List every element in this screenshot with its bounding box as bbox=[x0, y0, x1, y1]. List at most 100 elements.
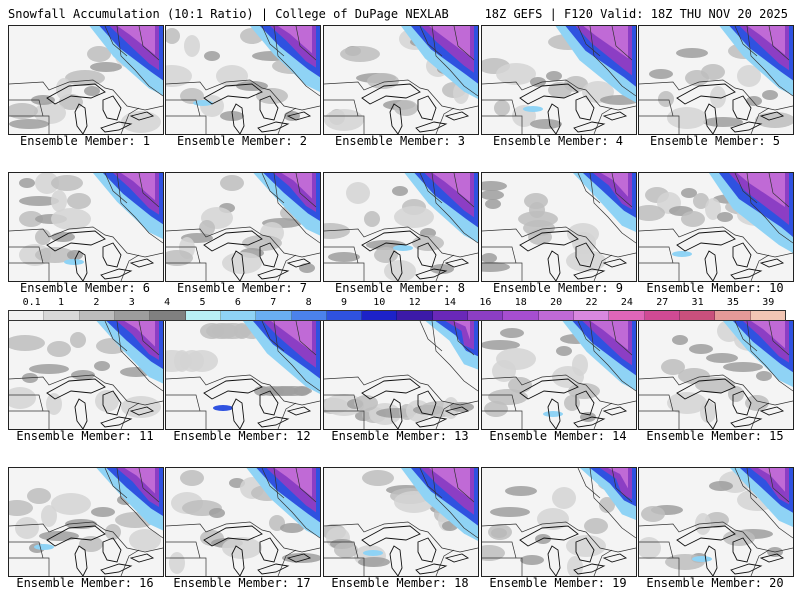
legend-label: 8 bbox=[305, 297, 312, 308]
ensemble-member-label: Ensemble Member: 12 bbox=[173, 429, 311, 443]
snowfall-map bbox=[166, 321, 320, 429]
ensemble-member-label: Ensemble Member: 9 bbox=[492, 281, 624, 295]
ensemble-member-map bbox=[481, 172, 637, 282]
ensemble-member-label: Ensemble Member: 8 bbox=[334, 281, 466, 295]
legend-swatch bbox=[715, 311, 751, 320]
snowfall-map bbox=[482, 321, 636, 429]
legend-label: 39 bbox=[762, 297, 775, 308]
ensemble-member-map bbox=[323, 172, 479, 282]
ensemble-member-label: Ensemble Member: 11 bbox=[16, 429, 154, 443]
snowfall-map bbox=[166, 173, 320, 281]
ensemble-member-label: Ensemble Member: 13 bbox=[331, 429, 469, 443]
legend-label: 3 bbox=[128, 297, 135, 308]
ensemble-member-label: Ensemble Member: 3 bbox=[334, 134, 466, 148]
legend-label: 7 bbox=[270, 297, 277, 308]
snowfall-map bbox=[482, 173, 636, 281]
ensemble-member-label: Ensemble Member: 14 bbox=[489, 429, 627, 443]
legend-swatch bbox=[750, 311, 785, 320]
ensemble-member-map bbox=[8, 25, 164, 135]
valid-time-label: 18Z GEFS | F120 Valid: 18Z THU NOV 20 20… bbox=[484, 7, 788, 21]
ensemble-member-label: Ensemble Member: 1 bbox=[19, 134, 151, 148]
legend-label: 24 bbox=[620, 297, 633, 308]
snowfall-map bbox=[166, 26, 320, 134]
legend-label: 0.1 bbox=[22, 297, 41, 308]
snowfall-map bbox=[9, 321, 163, 429]
snowfall-map bbox=[639, 321, 793, 429]
ensemble-member-map bbox=[323, 467, 479, 577]
legend-swatch bbox=[9, 311, 45, 320]
ensemble-member-label: Ensemble Member: 20 bbox=[646, 576, 784, 590]
legend-label: 5 bbox=[199, 297, 206, 308]
snowfall-legend: 0.1 1 2 3 4 5 6 7 8 9 10 12 14 16 18 20 22 24 27 31 35 39 bbox=[8, 297, 786, 321]
legend-label: 14 bbox=[444, 297, 457, 308]
ensemble-member-map bbox=[638, 25, 794, 135]
ensemble-member-label: Ensemble Member: 2 bbox=[176, 134, 308, 148]
snowfall-map bbox=[639, 26, 793, 134]
ensemble-member-map bbox=[481, 320, 637, 430]
legend-swatch bbox=[185, 311, 221, 320]
map-title: Snowfall Accumulation (10:1 Ratio) | Col… bbox=[8, 7, 449, 21]
snowfall-map bbox=[639, 173, 793, 281]
ensemble-member-map bbox=[323, 25, 479, 135]
snowfall-map bbox=[482, 468, 636, 576]
legend-label: 27 bbox=[656, 297, 669, 308]
snowfall-map bbox=[9, 26, 163, 134]
legend-swatch bbox=[503, 311, 539, 320]
legend-label: 1 bbox=[58, 297, 65, 308]
legend-swatch bbox=[326, 311, 363, 320]
legend-label: 9 bbox=[340, 297, 347, 308]
ensemble-member-label: Ensemble Member: 5 bbox=[649, 134, 781, 148]
legend-swatch bbox=[291, 311, 327, 320]
snowfall-map bbox=[9, 173, 163, 281]
legend-swatch bbox=[679, 311, 716, 320]
legend-swatch bbox=[468, 311, 504, 320]
legend-swatch bbox=[432, 311, 469, 320]
legend-swatch bbox=[44, 311, 80, 320]
ensemble-member-map bbox=[638, 320, 794, 430]
legend-label: 35 bbox=[726, 297, 739, 308]
snowfall-map bbox=[324, 468, 478, 576]
ensemble-member-map bbox=[323, 320, 479, 430]
legend-swatch bbox=[574, 311, 610, 320]
legend-swatch bbox=[256, 311, 292, 320]
legend-swatch bbox=[397, 311, 433, 320]
snowfall-map bbox=[9, 468, 163, 576]
legend-swatch bbox=[79, 311, 115, 320]
snowfall-map bbox=[324, 173, 478, 281]
legend-label: 16 bbox=[479, 297, 492, 308]
ensemble-member-map bbox=[8, 467, 164, 577]
legend-labels: 0.1 1 2 3 4 5 6 7 8 9 10 12 14 16 18 20 22 24 27 31 35 39 bbox=[8, 297, 786, 310]
legend-label: 31 bbox=[691, 297, 704, 308]
snowfall-map bbox=[324, 26, 478, 134]
legend-swatch bbox=[538, 311, 574, 320]
ensemble-member-label: Ensemble Member: 15 bbox=[646, 429, 784, 443]
legend-label: 4 bbox=[164, 297, 171, 308]
legend-label: 2 bbox=[93, 297, 100, 308]
ensemble-member-map bbox=[165, 320, 321, 430]
snowfall-map bbox=[482, 26, 636, 134]
ensemble-member-map bbox=[638, 467, 794, 577]
ensemble-member-label: Ensemble Member: 16 bbox=[16, 576, 154, 590]
legend-swatch bbox=[114, 311, 151, 320]
legend-label: 10 bbox=[373, 297, 386, 308]
legend-swatch bbox=[220, 311, 257, 320]
snowfall-map bbox=[166, 468, 320, 576]
ensemble-member-map bbox=[165, 25, 321, 135]
ensemble-member-label: Ensemble Member: 4 bbox=[492, 134, 624, 148]
ensemble-member-map bbox=[8, 172, 164, 282]
legend-color-bar bbox=[8, 310, 786, 321]
ensemble-member-label: Ensemble Member: 19 bbox=[489, 576, 627, 590]
ensemble-member-map bbox=[481, 25, 637, 135]
ensemble-member-label: Ensemble Member: 7 bbox=[176, 281, 308, 295]
ensemble-member-map bbox=[481, 467, 637, 577]
legend-swatch bbox=[150, 311, 186, 320]
ensemble-member-label: Ensemble Member: 6 bbox=[19, 281, 151, 295]
legend-swatch bbox=[609, 311, 645, 320]
ensemble-member-label: Ensemble Member: 18 bbox=[331, 576, 469, 590]
legend-label: 22 bbox=[585, 297, 598, 308]
ensemble-member-map bbox=[638, 172, 794, 282]
snowfall-map bbox=[324, 321, 478, 429]
legend-label: 18 bbox=[514, 297, 527, 308]
ensemble-member-map bbox=[8, 320, 164, 430]
legend-label: 6 bbox=[234, 297, 241, 308]
